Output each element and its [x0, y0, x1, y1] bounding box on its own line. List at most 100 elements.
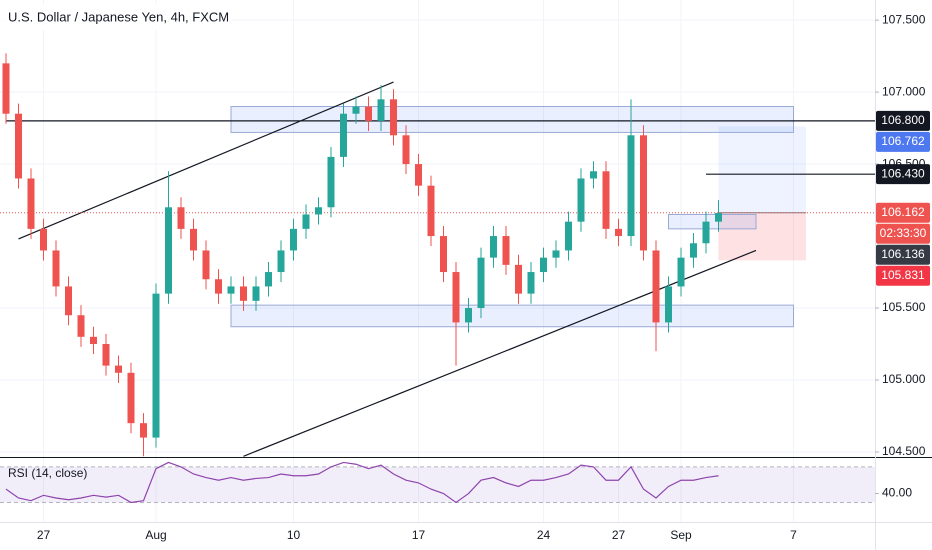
candle-body	[152, 293, 160, 438]
candle-body	[327, 156, 335, 208]
x-tick-label: 24	[537, 528, 551, 542]
candle-body	[190, 228, 197, 251]
candle-body	[115, 365, 122, 373]
candle-body	[502, 236, 510, 265]
x-tick-label: Sep	[670, 528, 692, 542]
position-target-area	[718, 126, 806, 213]
candle-body	[627, 135, 635, 237]
candle-body	[340, 113, 347, 157]
candle-body	[665, 286, 672, 323]
candles	[2, 53, 722, 457]
price-badge	[876, 202, 930, 223]
x-tick-label: 27	[37, 528, 51, 542]
y-tick-label: 105.500	[882, 300, 926, 314]
candle-body	[615, 228, 622, 237]
x-tick-label: 17	[412, 528, 426, 542]
price-badge	[876, 265, 930, 286]
candle-body	[690, 243, 697, 258]
candle-body	[677, 257, 685, 287]
candle-body	[452, 272, 460, 323]
candle-body	[265, 272, 272, 287]
countdown-label: 02:33:30	[880, 226, 927, 240]
price-badge-label: 106.762	[881, 134, 925, 148]
candle-body	[165, 207, 172, 294]
candle-body	[365, 106, 372, 121]
candle-body	[552, 250, 560, 258]
candle-body	[640, 135, 647, 251]
candle-body	[215, 279, 222, 294]
candle-body	[702, 221, 710, 244]
rsi-label: RSI (14, close)	[8, 466, 87, 480]
y-tick-label: 107.000	[882, 84, 926, 98]
rsi-pane: RSI (14, close)	[0, 461, 875, 504]
x-tick-label: 10	[287, 528, 301, 542]
x-tick-label: 27	[612, 528, 626, 542]
price-badge	[876, 110, 930, 131]
candle-body	[252, 286, 260, 301]
candle-body	[15, 113, 22, 179]
price-badge-label: 106.162	[881, 205, 925, 219]
candle-body	[427, 185, 435, 237]
candle-body	[65, 286, 72, 316]
position-stop-area	[718, 212, 806, 261]
price-badge-label: 105.831	[881, 268, 925, 282]
candle-body	[27, 178, 35, 229]
candle-body	[127, 372, 135, 424]
x-tick-label: 7	[790, 528, 797, 542]
candle-body	[402, 135, 410, 165]
axes: 107.500107.000106.500105.500105.000104.5…	[37, 12, 930, 542]
candle-body	[277, 250, 285, 273]
candle-body	[290, 228, 297, 251]
candle-body	[2, 63, 10, 114]
candle-body	[227, 286, 235, 294]
candle-body	[440, 236, 447, 273]
zone	[668, 213, 757, 230]
y-tick-label: 104.500	[882, 444, 926, 458]
candle-body	[177, 207, 185, 229]
countdown-badge	[876, 223, 930, 244]
title-bg	[0, 4, 232, 30]
price-badge	[876, 244, 930, 265]
candle-body	[315, 207, 322, 215]
candle-body	[715, 213, 722, 222]
candle-body	[602, 171, 610, 229]
candle-body	[390, 99, 397, 136]
candle-body	[577, 178, 585, 222]
candle-body	[377, 99, 385, 121]
candle-body	[490, 236, 497, 258]
x-tick-label: Aug	[145, 528, 166, 542]
rsi-line	[5, 461, 719, 504]
candle-body	[415, 164, 422, 186]
candle-body	[202, 250, 210, 280]
price-badge-label: 106.800	[881, 113, 925, 127]
candle-body	[140, 423, 147, 438]
candle-body	[302, 214, 310, 229]
zone	[230, 106, 794, 133]
candle-body	[352, 106, 360, 114]
candle-body	[102, 344, 110, 366]
price-badge-label: 106.136	[881, 247, 925, 261]
drawings	[0, 81, 875, 457]
candle-body	[540, 257, 547, 273]
candle-body	[52, 250, 60, 287]
candle-body	[465, 308, 472, 323]
candle-body	[652, 250, 660, 323]
rsi-tick-label: 40.00	[882, 486, 912, 500]
candle-body	[77, 315, 85, 337]
price-badge-label: 106.430	[881, 166, 925, 180]
price-badge	[876, 164, 930, 185]
candle-body	[40, 228, 47, 251]
candle-body	[90, 336, 97, 345]
trend-line	[243, 249, 757, 457]
price-badge	[876, 131, 930, 152]
rsi-band	[0, 466, 875, 503]
y-tick-label: 105.000	[882, 372, 926, 386]
candle-body	[240, 286, 247, 301]
y-tick-label: 107.500	[882, 12, 926, 26]
zone	[230, 304, 794, 328]
candle-body	[515, 264, 522, 294]
candle-body	[527, 272, 535, 294]
candle-body	[565, 221, 572, 251]
candle-body	[590, 171, 597, 179]
